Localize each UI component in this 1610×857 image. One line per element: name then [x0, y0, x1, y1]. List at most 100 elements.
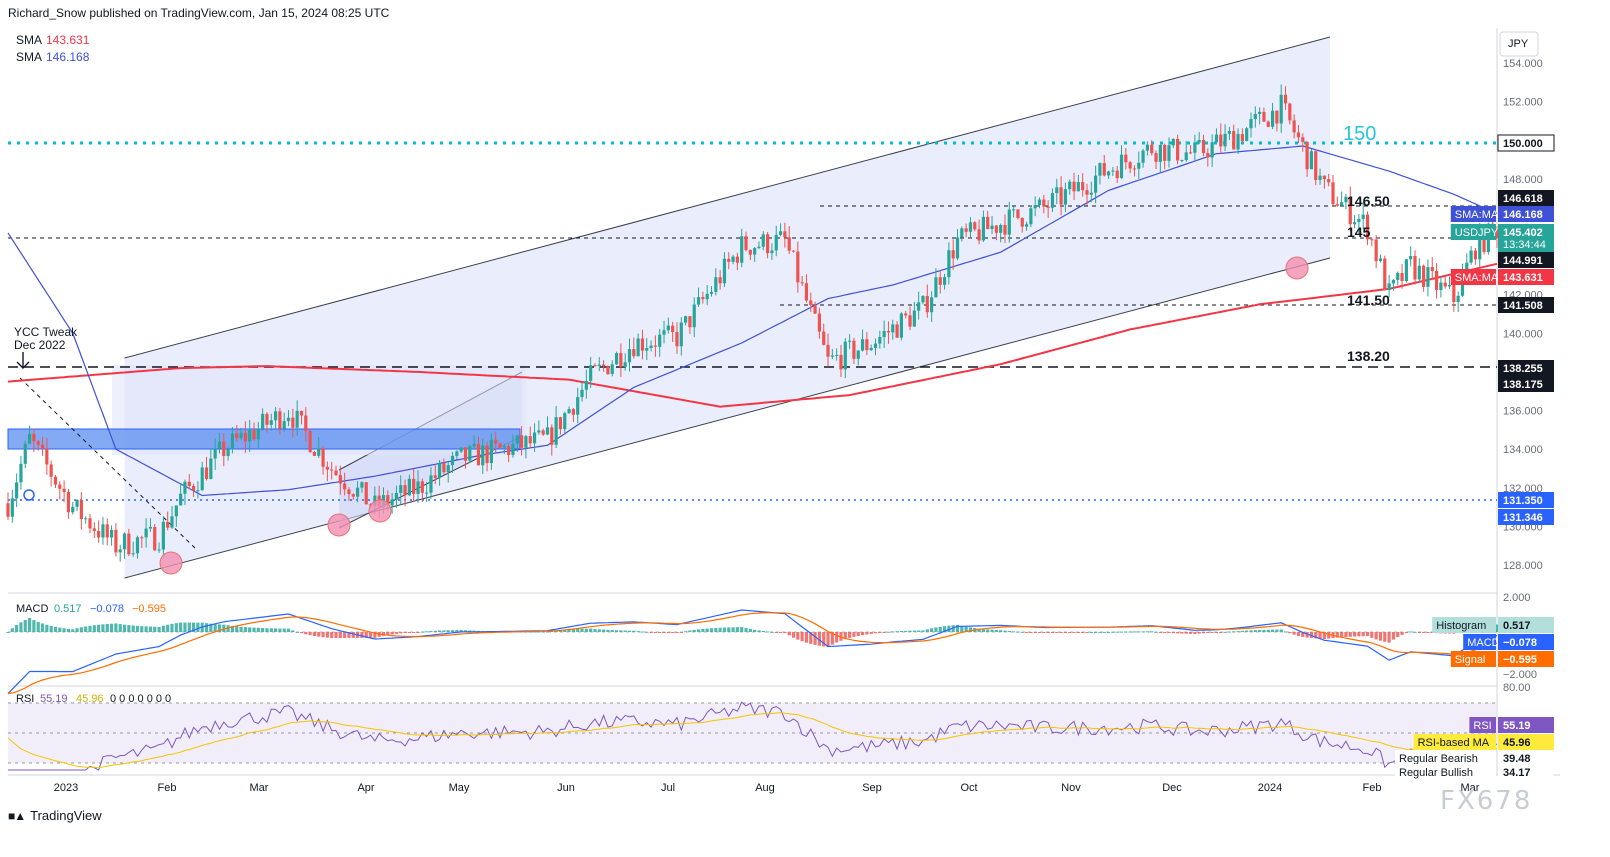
tag-131346-value: 131.346	[1503, 512, 1543, 524]
macd-histogram-bar	[999, 630, 1003, 632]
candle-body	[1232, 131, 1236, 150]
macd-histogram-bar	[45, 624, 49, 632]
candle-body	[468, 446, 472, 461]
macd-histogram-bar	[1094, 631, 1098, 633]
tag-144991-value-bg	[1498, 252, 1554, 268]
candle-body	[1374, 239, 1378, 262]
candle-body	[261, 413, 265, 429]
macd-histogram-bar	[1249, 630, 1253, 632]
candle-body	[386, 495, 390, 506]
macd-tick-label: −2.000	[1503, 669, 1537, 681]
candle-body	[541, 430, 545, 435]
macd-histogram-bar	[1245, 630, 1249, 632]
candle-body	[1106, 171, 1111, 176]
support-zone	[7, 428, 521, 450]
candle-body	[1365, 214, 1370, 240]
candle-body	[636, 338, 640, 357]
candle-body	[778, 231, 783, 235]
candle-body	[757, 246, 761, 249]
macd-histogram-bar	[299, 632, 304, 634]
candle-body	[455, 451, 459, 456]
time-label: Mar	[1461, 782, 1480, 794]
candle-body	[1050, 193, 1055, 208]
macd-histogram-bar	[727, 627, 731, 632]
candle-body	[127, 533, 131, 555]
macd-histogram-bar	[373, 632, 377, 638]
candle-body	[1037, 199, 1042, 206]
candle-body	[1094, 175, 1098, 193]
macd-histogram-bar	[627, 630, 632, 632]
macd-histogram-bar	[1365, 632, 1370, 637]
tag-signal-label-bg	[1450, 651, 1496, 667]
candle-body	[1292, 120, 1296, 133]
candle-body	[153, 526, 157, 551]
candle-body	[675, 332, 679, 347]
signal-line	[7, 612, 1498, 695]
currency-box	[1499, 31, 1539, 57]
tag-sma-143-value: 143.631	[1503, 272, 1543, 284]
tag-rsi-ma-value-bg	[1498, 734, 1554, 750]
candle-body	[839, 354, 843, 370]
macd-histogram-bar	[308, 632, 312, 636]
macd-histogram-bar	[261, 628, 265, 632]
candle-body	[19, 463, 23, 483]
macd-histogram-bar	[1206, 632, 1210, 633]
macd-histogram-bar	[830, 632, 834, 645]
macd-histogram-bar	[66, 628, 71, 632]
candle-body	[981, 216, 986, 241]
candle-body	[140, 537, 144, 539]
candle-body	[1400, 272, 1404, 282]
macd-histogram-bar	[878, 632, 882, 633]
tag-rsi-label-bg	[1469, 717, 1496, 733]
candle-body	[1085, 190, 1089, 195]
tradingview-logo[interactable]: ■▲ TradingView	[8, 808, 102, 823]
candle-body	[442, 463, 446, 473]
candle-body	[53, 476, 58, 485]
macd-histogram-bar	[122, 624, 127, 632]
candle-body	[507, 446, 511, 455]
macd-histogram-bar	[735, 627, 739, 632]
macd-histogram-bar	[925, 629, 929, 632]
macd-histogram-bar	[1391, 632, 1396, 640]
candle-body	[1322, 175, 1326, 180]
candle-body	[796, 251, 800, 283]
candle-body	[532, 432, 537, 444]
candle-body	[75, 499, 79, 507]
macd-histogram-bar	[166, 624, 170, 632]
macd-histogram-bar	[1400, 632, 1404, 635]
candle-body	[459, 447, 463, 452]
macd-histogram-bar	[1335, 632, 1339, 638]
level-145-label: 145	[1347, 224, 1371, 240]
macd-histogram-bar	[990, 629, 994, 632]
macd-histogram-bar	[1132, 631, 1137, 633]
macd-histogram-bar	[394, 632, 399, 634]
candle-body	[1223, 133, 1227, 147]
candle-body	[1227, 131, 1232, 134]
candle-body	[476, 443, 481, 466]
tag-rsi-value-bg	[1498, 717, 1554, 733]
tag-131350-value-bg	[1498, 492, 1554, 508]
macd-histogram-bar	[1020, 631, 1024, 633]
tag-150-value: 150.000	[1503, 138, 1543, 150]
candle-body	[1370, 239, 1374, 241]
legend-rsi-value: 55.19	[40, 693, 68, 705]
candle-body	[740, 236, 744, 263]
macd-histogram-bar	[248, 627, 252, 632]
macd-histogram-bar	[187, 622, 191, 632]
macd-histogram-bar	[1188, 632, 1193, 634]
candle-body	[62, 488, 66, 493]
candle-body	[1305, 141, 1309, 170]
candle-body	[856, 350, 860, 359]
macd-histogram-bar	[230, 625, 235, 632]
candle-body	[589, 365, 593, 381]
macd-histogram-bar	[71, 629, 75, 632]
macd-histogram-bar	[1387, 632, 1391, 643]
macd-histogram-bar	[425, 631, 429, 633]
macd-histogram-bar	[360, 632, 364, 638]
macd-histogram-bar	[835, 632, 839, 643]
candle-body	[886, 330, 891, 333]
candle-body	[563, 413, 567, 430]
macd-histogram-bar	[183, 622, 187, 632]
time-label: Sep	[862, 782, 882, 794]
